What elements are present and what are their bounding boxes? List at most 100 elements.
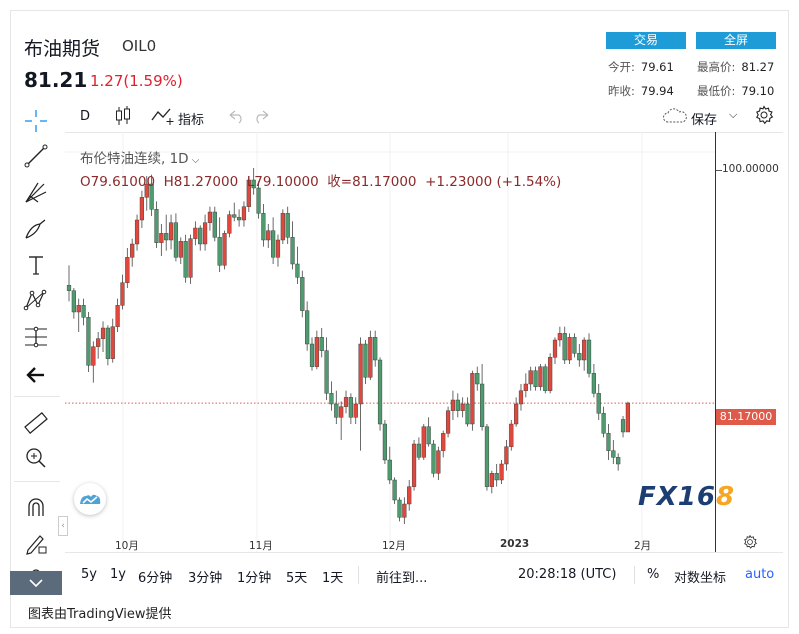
candles-icon[interactable]	[114, 105, 132, 131]
candle-body	[499, 463, 504, 481]
candle	[86, 312, 91, 372]
candle	[159, 224, 164, 256]
low-stat: 最低价: 79.10	[697, 84, 775, 98]
candle	[470, 370, 475, 431]
candle-body	[363, 343, 368, 378]
log-scale-toggle[interactable]: 对数坐标	[674, 571, 727, 586]
range-button[interactable]: 3分钟	[188, 571, 223, 586]
chart-top-border	[65, 132, 783, 133]
undo-icon[interactable]	[226, 106, 272, 130]
candle	[509, 420, 514, 451]
candle	[183, 234, 188, 283]
candle	[548, 353, 553, 394]
candle-body	[236, 217, 242, 221]
candle-body	[572, 337, 577, 354]
candle-body	[606, 433, 611, 451]
candle-body	[548, 357, 553, 391]
last-price: 81.21	[24, 68, 88, 92]
range-button[interactable]: 6分钟	[138, 571, 173, 586]
price-change: 1.27(1.59%)	[90, 72, 183, 90]
interval-button[interactable]: D	[80, 109, 91, 124]
candle-body	[266, 230, 271, 241]
candle	[489, 470, 494, 494]
magnet-icon[interactable]	[22, 494, 50, 520]
axis-settings-gear-icon[interactable]	[742, 534, 758, 554]
save-label[interactable]: 保存	[691, 113, 718, 128]
brush-icon[interactable]	[22, 216, 50, 242]
candle	[81, 298, 86, 326]
indicators-label[interactable]: 指标	[178, 113, 205, 128]
candle-body	[193, 227, 198, 239]
candle-body	[557, 333, 562, 341]
candle-body	[154, 209, 159, 243]
candle-body	[144, 183, 149, 198]
candle	[377, 357, 383, 431]
arrow-left-icon[interactable]	[22, 362, 50, 388]
candle-body	[611, 450, 616, 458]
chevron-down-icon[interactable]: ⌵	[188, 155, 200, 166]
candle-body	[173, 222, 179, 258]
candle	[300, 270, 305, 318]
candle	[373, 330, 378, 367]
candle-body	[421, 426, 426, 458]
range-button[interactable]: 1天	[322, 571, 344, 586]
indicators-icon[interactable]	[150, 106, 176, 130]
crosshair-icon[interactable]	[22, 108, 50, 134]
measure-icon[interactable]	[22, 324, 50, 350]
candle-body	[620, 419, 626, 433]
range-button[interactable]: 5y	[81, 567, 97, 582]
candle	[494, 464, 499, 487]
gear-icon[interactable]	[754, 105, 774, 129]
cloud-save-icon[interactable]	[662, 108, 688, 128]
candle-body	[504, 446, 509, 465]
candle-body	[217, 237, 222, 266]
candle	[222, 230, 227, 270]
candle-body	[533, 370, 538, 387]
candlestick-chart[interactable]	[65, 132, 715, 552]
candle-body	[518, 390, 524, 405]
utc-clock[interactable]: 20:28:18 (UTC)	[518, 567, 617, 582]
candle	[324, 337, 329, 400]
candle	[329, 381, 334, 411]
candle	[601, 406, 606, 438]
fullscreen-button[interactable]: 全屏	[696, 32, 776, 49]
candle-body	[489, 473, 494, 487]
ruler-icon[interactable]	[22, 410, 50, 436]
collapse-panel[interactable]	[10, 571, 62, 595]
high-stat: 最高价: 81.27	[697, 60, 775, 74]
candle	[441, 430, 446, 458]
candle	[188, 234, 193, 284]
text-tool-icon[interactable]	[22, 252, 50, 278]
range-button[interactable]: 1y	[110, 567, 126, 582]
chevron-down-icon[interactable]: ⌵	[729, 108, 738, 121]
zoom-in-icon[interactable]	[22, 445, 50, 471]
fib-fan-icon[interactable]	[22, 180, 50, 206]
candle	[193, 221, 198, 246]
candle	[256, 181, 261, 219]
candle	[164, 214, 169, 251]
candle	[266, 224, 271, 248]
percent-toggle[interactable]: %	[647, 567, 660, 582]
lock-pen-icon[interactable]	[22, 530, 50, 556]
trade-button[interactable]: 交易	[606, 32, 686, 49]
candle	[154, 201, 159, 248]
candle-body	[66, 285, 72, 291]
trend-line-icon[interactable]	[22, 143, 50, 169]
pattern-icon[interactable]	[22, 287, 50, 313]
price-axis-tick	[716, 170, 722, 171]
goto-date-button[interactable]: 前往到...	[376, 571, 428, 586]
candle	[426, 417, 431, 447]
auto-scale-toggle[interactable]: auto	[745, 567, 775, 582]
candle	[528, 366, 533, 391]
candle-body	[149, 183, 154, 210]
tradingview-logo[interactable]	[74, 483, 106, 515]
price-axis-line	[715, 132, 716, 552]
range-button[interactable]: 1分钟	[237, 571, 272, 586]
candle-body	[441, 433, 446, 451]
range-button[interactable]: 5天	[286, 571, 308, 586]
candle	[76, 298, 81, 332]
collapse-toolbar-handle[interactable]: ‹	[58, 516, 68, 536]
series-legend[interactable]: 布伦特油连续, 1D ⌵	[80, 151, 200, 167]
candle-body	[460, 403, 465, 411]
candle-body	[596, 393, 601, 414]
